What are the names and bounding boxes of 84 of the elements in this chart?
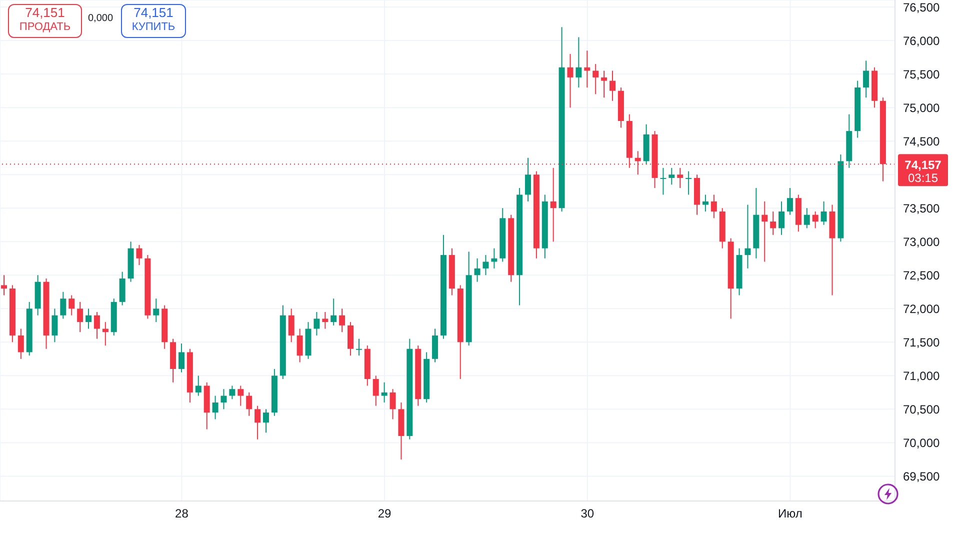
candlestick [381, 382, 388, 403]
y-tick-label: 73,000 [903, 234, 940, 249]
annotation: КУПИТЬ [130, 20, 176, 35]
candlestick [339, 308, 346, 333]
text: 03:15 [908, 171, 938, 186]
y-tick-label: 75,000 [903, 100, 940, 115]
candlestick [744, 204, 751, 269]
candlestick [68, 294, 75, 316]
candlestick [229, 385, 236, 400]
candlestick [524, 157, 531, 202]
x-tick-label: 30 [580, 506, 594, 521]
candlestick [786, 188, 793, 216]
y-tick-label: 74,500 [903, 134, 940, 148]
candlestick [710, 194, 717, 219]
candlestick [686, 170, 692, 196]
y-tick-label: 69,500 [903, 469, 940, 484]
candlestick [18, 328, 24, 360]
candlestick [1, 274, 7, 296]
y-tick-label: 70,500 [903, 402, 940, 416]
candlestick [314, 311, 320, 336]
candlestick [668, 167, 675, 186]
candlestick [778, 200, 785, 236]
annotation: 74,151 [24, 5, 66, 20]
candlestick [254, 405, 261, 440]
candlestick [576, 36, 582, 88]
y-tick-label: 71,000 [903, 368, 940, 383]
candlestick [592, 64, 599, 95]
candlestick [119, 271, 126, 306]
candlestick [863, 60, 870, 98]
candlestick [288, 308, 294, 343]
candlestick [212, 395, 218, 420]
candlestick [550, 167, 556, 242]
y-tick-label: 72,500 [903, 268, 940, 282]
y-tick-label: 76,000 [903, 34, 940, 48]
candlestick [220, 388, 227, 410]
candlestick [153, 298, 160, 323]
candlestick [356, 338, 362, 356]
x-tick-label: 28 [175, 506, 189, 521]
candlestick [94, 311, 100, 340]
annotation: ПРОДАТЬ [18, 20, 72, 35]
candlestick [296, 328, 303, 363]
candlestick [52, 308, 58, 343]
candlestick [660, 167, 666, 196]
candlestick [60, 291, 66, 320]
candlestick [178, 342, 184, 373]
x-tick-label: 29 [378, 506, 392, 521]
ref-line-label: 74,157 [904, 158, 942, 172]
candlestick [762, 200, 768, 262]
candlestick [86, 308, 92, 330]
x-tick-label: Июл [778, 506, 802, 521]
candlestick [262, 408, 269, 434]
candlestick [491, 248, 498, 269]
candlestick [432, 328, 438, 363]
candlestick [820, 200, 827, 226]
y-tick-label: 75,500 [903, 67, 940, 82]
candlestick [77, 301, 84, 333]
candlestick [390, 388, 396, 420]
candlestick [474, 258, 480, 282]
y-tick-label: 70,000 [903, 436, 940, 450]
y-tick-label: 72,000 [903, 302, 940, 316]
annotation: 0,000 [88, 13, 114, 24]
candlestick [102, 322, 108, 346]
candlestick [330, 298, 337, 326]
candlestick [195, 375, 202, 396]
candlestick [770, 210, 776, 236]
candlestick [677, 167, 684, 188]
candlestick [804, 208, 810, 229]
candlestick [322, 311, 328, 330]
y-tick-label: 73,500 [903, 201, 940, 216]
candlestick [372, 375, 379, 406]
candlestick [482, 254, 489, 276]
candlestick [348, 322, 354, 356]
candlestick [246, 392, 252, 416]
candlestick [610, 70, 616, 102]
candlestick [702, 194, 708, 212]
candlestick [812, 210, 818, 229]
y-tick-label: 76,500 [903, 0, 940, 14]
candlestick [136, 244, 142, 266]
annotation: 74,151 [132, 5, 174, 20]
candlestick [238, 385, 244, 406]
y-tick-label: 71,500 [903, 335, 940, 350]
candlestick [584, 50, 590, 88]
candlestick [601, 70, 608, 98]
candlestick [567, 53, 574, 108]
